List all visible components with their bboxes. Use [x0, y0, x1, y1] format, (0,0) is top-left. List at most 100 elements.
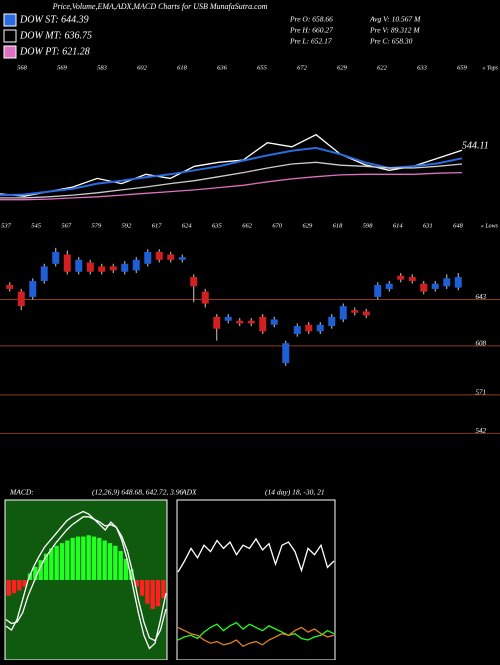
histogram-bar — [6, 580, 11, 596]
candle-body — [282, 343, 290, 364]
peak-label: 598 — [363, 222, 374, 229]
series-line — [0, 171, 463, 201]
peak-label: 583 — [97, 64, 108, 71]
histogram-bar — [70, 537, 75, 580]
peak-label: 618 — [333, 222, 344, 229]
peak-label: 567 — [61, 222, 72, 229]
candle-body — [259, 316, 267, 332]
histogram-bar — [118, 551, 123, 580]
corner-label: « Lows — [481, 223, 499, 229]
candle-body — [6, 284, 14, 289]
series-line — [0, 133, 463, 197]
peak-label: 659 — [457, 64, 468, 71]
y-tick-label: 571 — [476, 389, 487, 397]
series-line — [177, 537, 335, 573]
series-line — [0, 161, 463, 199]
candle-body — [224, 316, 232, 321]
candle-body — [408, 277, 416, 282]
candle-body — [420, 283, 428, 292]
y-tick-label: 542 — [476, 427, 487, 435]
candle-body — [63, 254, 71, 272]
panel-subtitle: (14 day) 18, -30, 21 — [265, 488, 325, 497]
candle-body — [86, 262, 94, 272]
peak-label: 635 — [212, 222, 223, 229]
histogram-bar — [139, 580, 145, 596]
peak-label: 618 — [177, 64, 188, 71]
histogram-bar — [97, 537, 102, 580]
histogram-bar — [17, 580, 22, 591]
peak-label: 655 — [257, 64, 268, 71]
candle-body — [155, 251, 163, 260]
peak-label: 624 — [182, 222, 193, 229]
stat: Pre O: 658.66 — [289, 15, 333, 24]
panel-title: MACD: — [9, 488, 34, 497]
stat: Pre C: 658.30 — [369, 37, 413, 46]
histogram-bar — [134, 580, 139, 587]
price-label: 544.11 — [462, 140, 489, 151]
legend-swatch — [3, 29, 17, 43]
candle-body — [247, 320, 255, 324]
histogram-bar — [81, 536, 86, 580]
series-line — [177, 626, 335, 648]
histogram-bar — [113, 545, 118, 580]
stat: Pre L: 652.17 — [289, 37, 332, 46]
series-line — [5, 516, 167, 642]
peak-label: 537 — [1, 222, 12, 229]
y-tick-label: 643 — [476, 293, 487, 301]
series-line — [5, 510, 167, 650]
histogram-bar — [150, 580, 155, 609]
peak-label: 633 — [417, 64, 428, 71]
histogram-bar — [107, 543, 113, 580]
histogram-bar — [75, 536, 81, 580]
peak-label: 617 — [152, 222, 163, 229]
peak-label: 631 — [423, 222, 433, 229]
candle-body — [52, 251, 60, 264]
candle-body — [121, 263, 129, 272]
series-line — [177, 621, 335, 641]
candle-body — [178, 257, 186, 260]
peak-label: 648 — [453, 222, 464, 229]
histogram-bar — [161, 580, 166, 599]
peak-label: 569 — [57, 64, 68, 71]
peak-label: 622 — [377, 64, 388, 71]
candle-body — [40, 266, 48, 282]
histogram-bar — [43, 553, 49, 580]
histogram-bar — [59, 543, 65, 580]
histogram-bar — [145, 580, 150, 604]
candle-body — [339, 306, 347, 320]
candle-body — [454, 277, 462, 288]
histogram-bar — [155, 580, 161, 607]
stat: Pre H: 660.27 — [289, 26, 333, 35]
peak-label: 602 — [137, 64, 148, 71]
candle-body — [109, 266, 117, 271]
legend-label: DOW ST: 644.39 — [19, 14, 89, 25]
histogram-bar — [49, 548, 54, 580]
legend-swatch — [3, 45, 17, 59]
legend-swatch — [3, 13, 17, 27]
candle-body — [236, 320, 244, 324]
histogram-bar — [54, 545, 59, 580]
histogram-bar — [86, 535, 91, 580]
y-tick-label: 608 — [476, 340, 487, 348]
candle-body — [385, 283, 393, 289]
candle-body — [132, 259, 140, 271]
candle-body — [270, 319, 278, 325]
histogram-bar — [22, 580, 27, 587]
candle-body — [374, 284, 382, 297]
peak-label: 545 — [31, 222, 42, 229]
candle-body — [17, 291, 25, 307]
candle-body — [167, 254, 175, 260]
candle-body — [316, 324, 324, 332]
candle-body — [362, 311, 370, 316]
panel-title: ADX — [181, 488, 197, 497]
histogram-bar — [38, 560, 43, 580]
peak-label: 579 — [92, 222, 103, 229]
candle-body — [144, 251, 152, 264]
legend-label: DOW MT: 636.75 — [19, 30, 92, 41]
peak-label: 662 — [242, 222, 253, 229]
peak-label: 629 — [337, 64, 348, 71]
candle-body — [431, 283, 439, 289]
stat: Pre V: 89.312 M — [369, 26, 420, 35]
